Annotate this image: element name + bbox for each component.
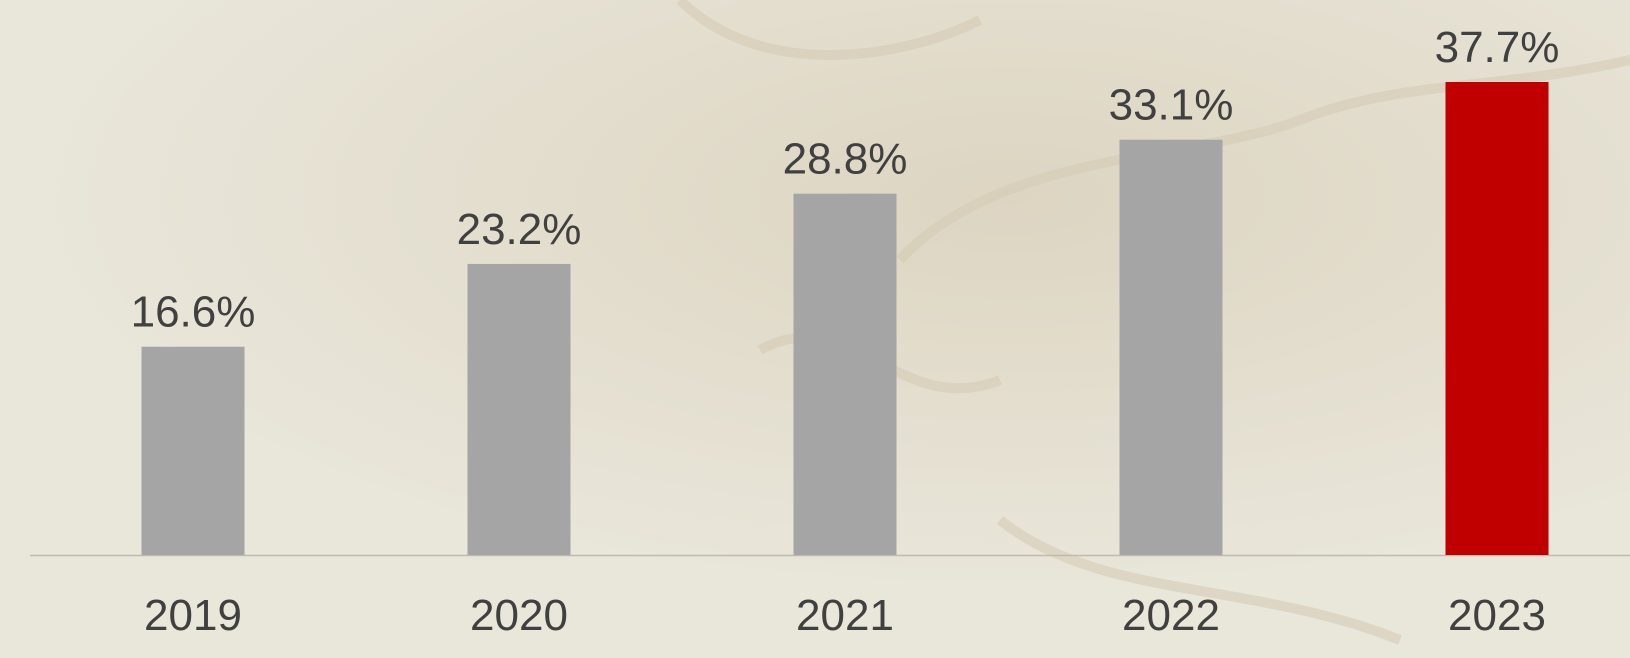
x-tick-label: 2023 [1448, 591, 1546, 640]
bar [1446, 82, 1549, 555]
value-label: 37.7% [1435, 23, 1560, 72]
page: 16.6% 2019 23.2% 2020 28.8% 2021 33.1% 2022 37.7… [0, 0, 1630, 658]
bar [468, 264, 571, 555]
bar [1120, 140, 1223, 555]
value-label: 28.8% [783, 135, 908, 184]
x-tick-label: 2022 [1122, 591, 1220, 640]
bar [142, 347, 245, 555]
chart: 16.6% 2019 23.2% 2020 28.8% 2021 33.1% 2022 37.7… [0, 0, 1630, 658]
value-label: 16.6% [131, 288, 256, 337]
x-tick-label: 2019 [144, 591, 242, 640]
x-tick-label: 2020 [470, 591, 568, 640]
x-tick-label: 2021 [796, 591, 894, 640]
value-label: 23.2% [457, 205, 582, 254]
bar [794, 194, 897, 555]
value-label: 33.1% [1109, 81, 1234, 130]
